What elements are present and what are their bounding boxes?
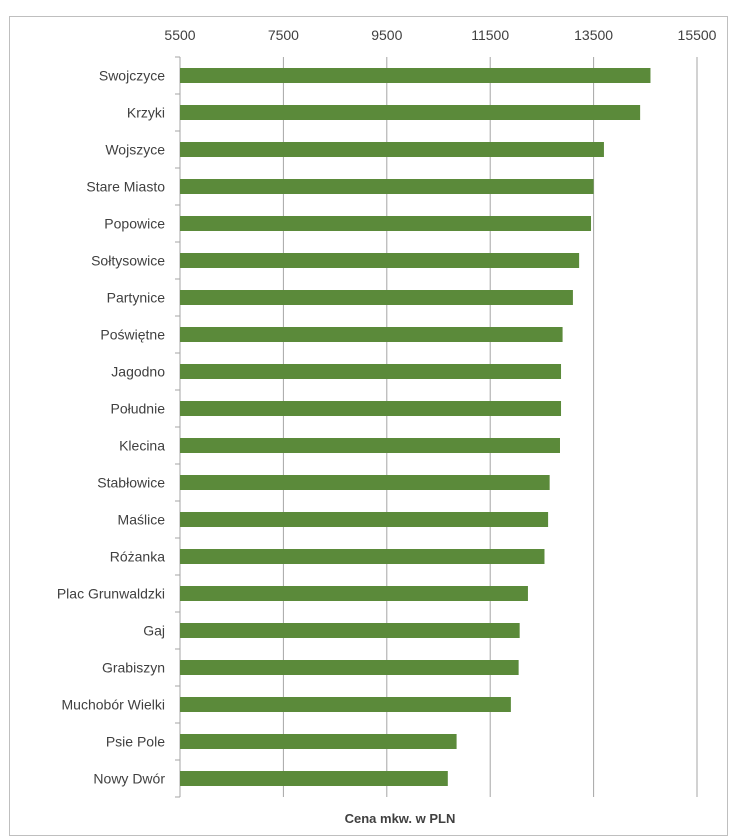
x-tick-label: 13500: [574, 27, 613, 43]
bar-gaj: [180, 623, 520, 638]
bar-psie-pole: [180, 734, 457, 749]
bar-jagodno: [180, 364, 562, 379]
category-label: Jagodno: [111, 364, 165, 380]
bar-muchobór-wielki: [180, 697, 511, 712]
bars: [180, 68, 651, 786]
bar-popowice: [180, 216, 592, 231]
category-label: Klecina: [119, 438, 165, 454]
bar-partynice: [180, 290, 573, 305]
x-axis-title: Cena mkw. w PLN: [345, 811, 456, 826]
bar-południe: [180, 401, 562, 416]
category-label: Południe: [111, 401, 166, 417]
bar-poświętne: [180, 327, 563, 342]
category-label: Muchobór Wielki: [62, 697, 165, 713]
x-tick-label: 5500: [164, 27, 195, 43]
category-labels: Swojczyce Krzyki Wojszyce Stare Miasto Popow…: [57, 68, 165, 787]
x-tick-label: 15500: [678, 27, 717, 43]
bar-grabiszyn: [180, 660, 519, 675]
category-label: Gaj: [143, 623, 165, 639]
bar-klecina: [180, 438, 560, 453]
category-label: Partynice: [107, 290, 166, 306]
category-label: Sołtysowice: [91, 253, 165, 269]
bar-nowy-dwór: [180, 771, 448, 786]
category-label: Różanka: [110, 549, 165, 565]
category-label: Nowy Dwór: [93, 771, 165, 787]
bar-wojszyce: [180, 142, 604, 157]
x-tick-label: 11500: [471, 27, 509, 43]
x-tick-label: 9500: [371, 27, 402, 43]
bar-stabłowice: [180, 475, 550, 490]
bar-plac-grunwaldzki: [180, 586, 528, 601]
x-tick-label: 7500: [268, 27, 299, 43]
bar-stare-miasto: [180, 179, 594, 194]
bar-maślice: [180, 512, 549, 527]
x-tick-labels: 5500 7500 9500 11500 13500 15500: [164, 27, 716, 43]
category-label: Psie Pole: [106, 734, 165, 750]
category-label: Wojszyce: [105, 142, 165, 158]
bar-sołtysowice: [180, 253, 580, 268]
category-label: Plac Grunwaldzki: [57, 586, 165, 602]
category-label: Maślice: [118, 512, 166, 528]
bar-różanka: [180, 549, 545, 564]
category-label: Stabłowice: [97, 475, 165, 491]
category-label: Swojczyce: [99, 68, 165, 84]
gridlines: [175, 56, 698, 798]
bar-krzyki: [180, 105, 641, 120]
category-label: Stare Miasto: [86, 179, 165, 195]
category-label: Poświętne: [100, 327, 165, 343]
category-label: Popowice: [104, 216, 165, 232]
category-label: Krzyki: [127, 105, 165, 121]
category-label: Grabiszyn: [102, 660, 165, 676]
bar-swojczyce: [180, 68, 651, 83]
